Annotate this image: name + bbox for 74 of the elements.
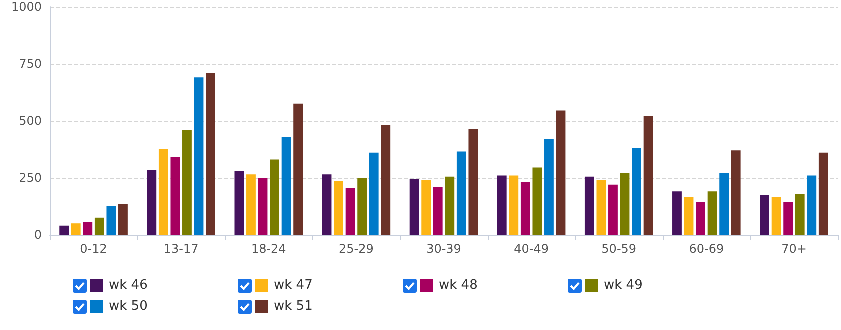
y-tick-label: 750 (19, 57, 42, 71)
bar (294, 104, 304, 235)
bar (456, 152, 466, 235)
bar (334, 181, 344, 235)
y-tick-label: 500 (19, 114, 42, 128)
bar (620, 173, 630, 235)
bar (556, 110, 566, 235)
x-tick-label: 50-59 (602, 242, 637, 256)
bar (182, 130, 192, 235)
bar (608, 184, 618, 235)
bar (118, 204, 128, 235)
bar (584, 176, 594, 235)
bar (83, 222, 93, 235)
bar (346, 188, 356, 235)
bar (708, 192, 718, 235)
bar (206, 73, 216, 235)
legend-label: wk 47 (274, 278, 313, 293)
bar (468, 128, 478, 235)
bar (158, 150, 168, 235)
bar (94, 218, 104, 235)
bar (807, 176, 817, 235)
bar (731, 150, 741, 235)
legend-label: wk 48 (439, 278, 478, 293)
legend-label: wk 46 (109, 278, 148, 293)
bar (147, 170, 157, 235)
bar (410, 179, 420, 235)
bar (532, 168, 542, 235)
bar (422, 180, 432, 235)
x-tick-label: 13-17 (164, 242, 199, 256)
bar (358, 178, 368, 235)
x-tick-label: 70+ (782, 242, 807, 256)
bar (170, 157, 180, 235)
legend-label: wk 51 (274, 299, 313, 314)
bar (760, 195, 770, 235)
x-tick-label: 40-49 (514, 242, 549, 256)
bar (322, 174, 332, 235)
bar (234, 171, 244, 235)
x-tick-label: 0-12 (80, 242, 108, 256)
bar (795, 194, 805, 235)
x-tick-label: 25-29 (339, 242, 374, 256)
bar (194, 78, 204, 235)
bar (433, 187, 443, 235)
bar (644, 116, 654, 235)
bar (672, 192, 682, 235)
bar (520, 182, 530, 235)
bar (258, 178, 268, 235)
bar (696, 202, 706, 235)
x-tick-label: 60-69 (689, 242, 724, 256)
x-tick-label: 18-24 (251, 242, 286, 256)
bar (509, 176, 519, 235)
bar (632, 148, 642, 235)
bar (544, 139, 554, 235)
y-tick-label: 1000 (11, 0, 42, 14)
bar (369, 152, 379, 235)
bar (445, 176, 455, 235)
x-tick-label: 30-39 (426, 242, 462, 256)
bar (784, 202, 794, 235)
bar (246, 174, 256, 235)
bar (381, 126, 391, 235)
bar (106, 206, 116, 235)
bar (684, 197, 694, 235)
bar (270, 160, 280, 235)
bar (772, 197, 782, 235)
legend-label: wk 50 (109, 299, 148, 314)
bar (596, 180, 606, 235)
bar (720, 173, 730, 235)
bar (282, 136, 292, 235)
bar (497, 176, 507, 235)
bar (71, 224, 81, 235)
y-tick-label: 250 (19, 171, 42, 185)
bar (60, 226, 70, 235)
y-tick-label: 0 (34, 228, 42, 242)
bar (818, 152, 828, 235)
legend-label: wk 49 (604, 278, 643, 293)
